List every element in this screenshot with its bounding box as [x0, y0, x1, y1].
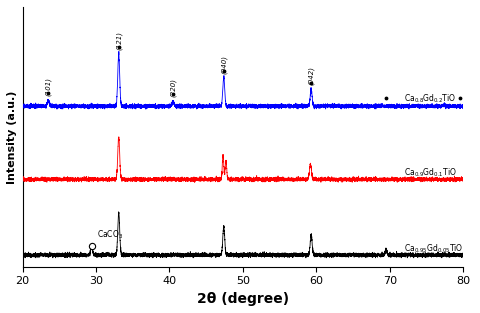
Text: (220): (220) [170, 78, 176, 97]
Text: Ca$_{0.9}$Gd$_{0.1}$TiO: Ca$_{0.9}$Gd$_{0.1}$TiO [405, 166, 457, 178]
Text: Ca$_{0.8}$Gd$_{0.2}$TiO: Ca$_{0.8}$Gd$_{0.2}$TiO [405, 93, 456, 105]
Text: Ca$_{0.95}$Gd$_{0.05}$TiO: Ca$_{0.95}$Gd$_{0.05}$TiO [405, 243, 464, 255]
Text: (101): (101) [45, 77, 51, 96]
Y-axis label: Intensity (a.u.): Intensity (a.u.) [7, 90, 17, 183]
Text: (040): (040) [220, 54, 227, 74]
Text: CaCO$_3$: CaCO$_3$ [97, 228, 124, 241]
Text: (042): (042) [308, 66, 314, 85]
X-axis label: 2θ (degree): 2θ (degree) [197, 292, 289, 306]
Text: (121): (121) [116, 31, 122, 50]
